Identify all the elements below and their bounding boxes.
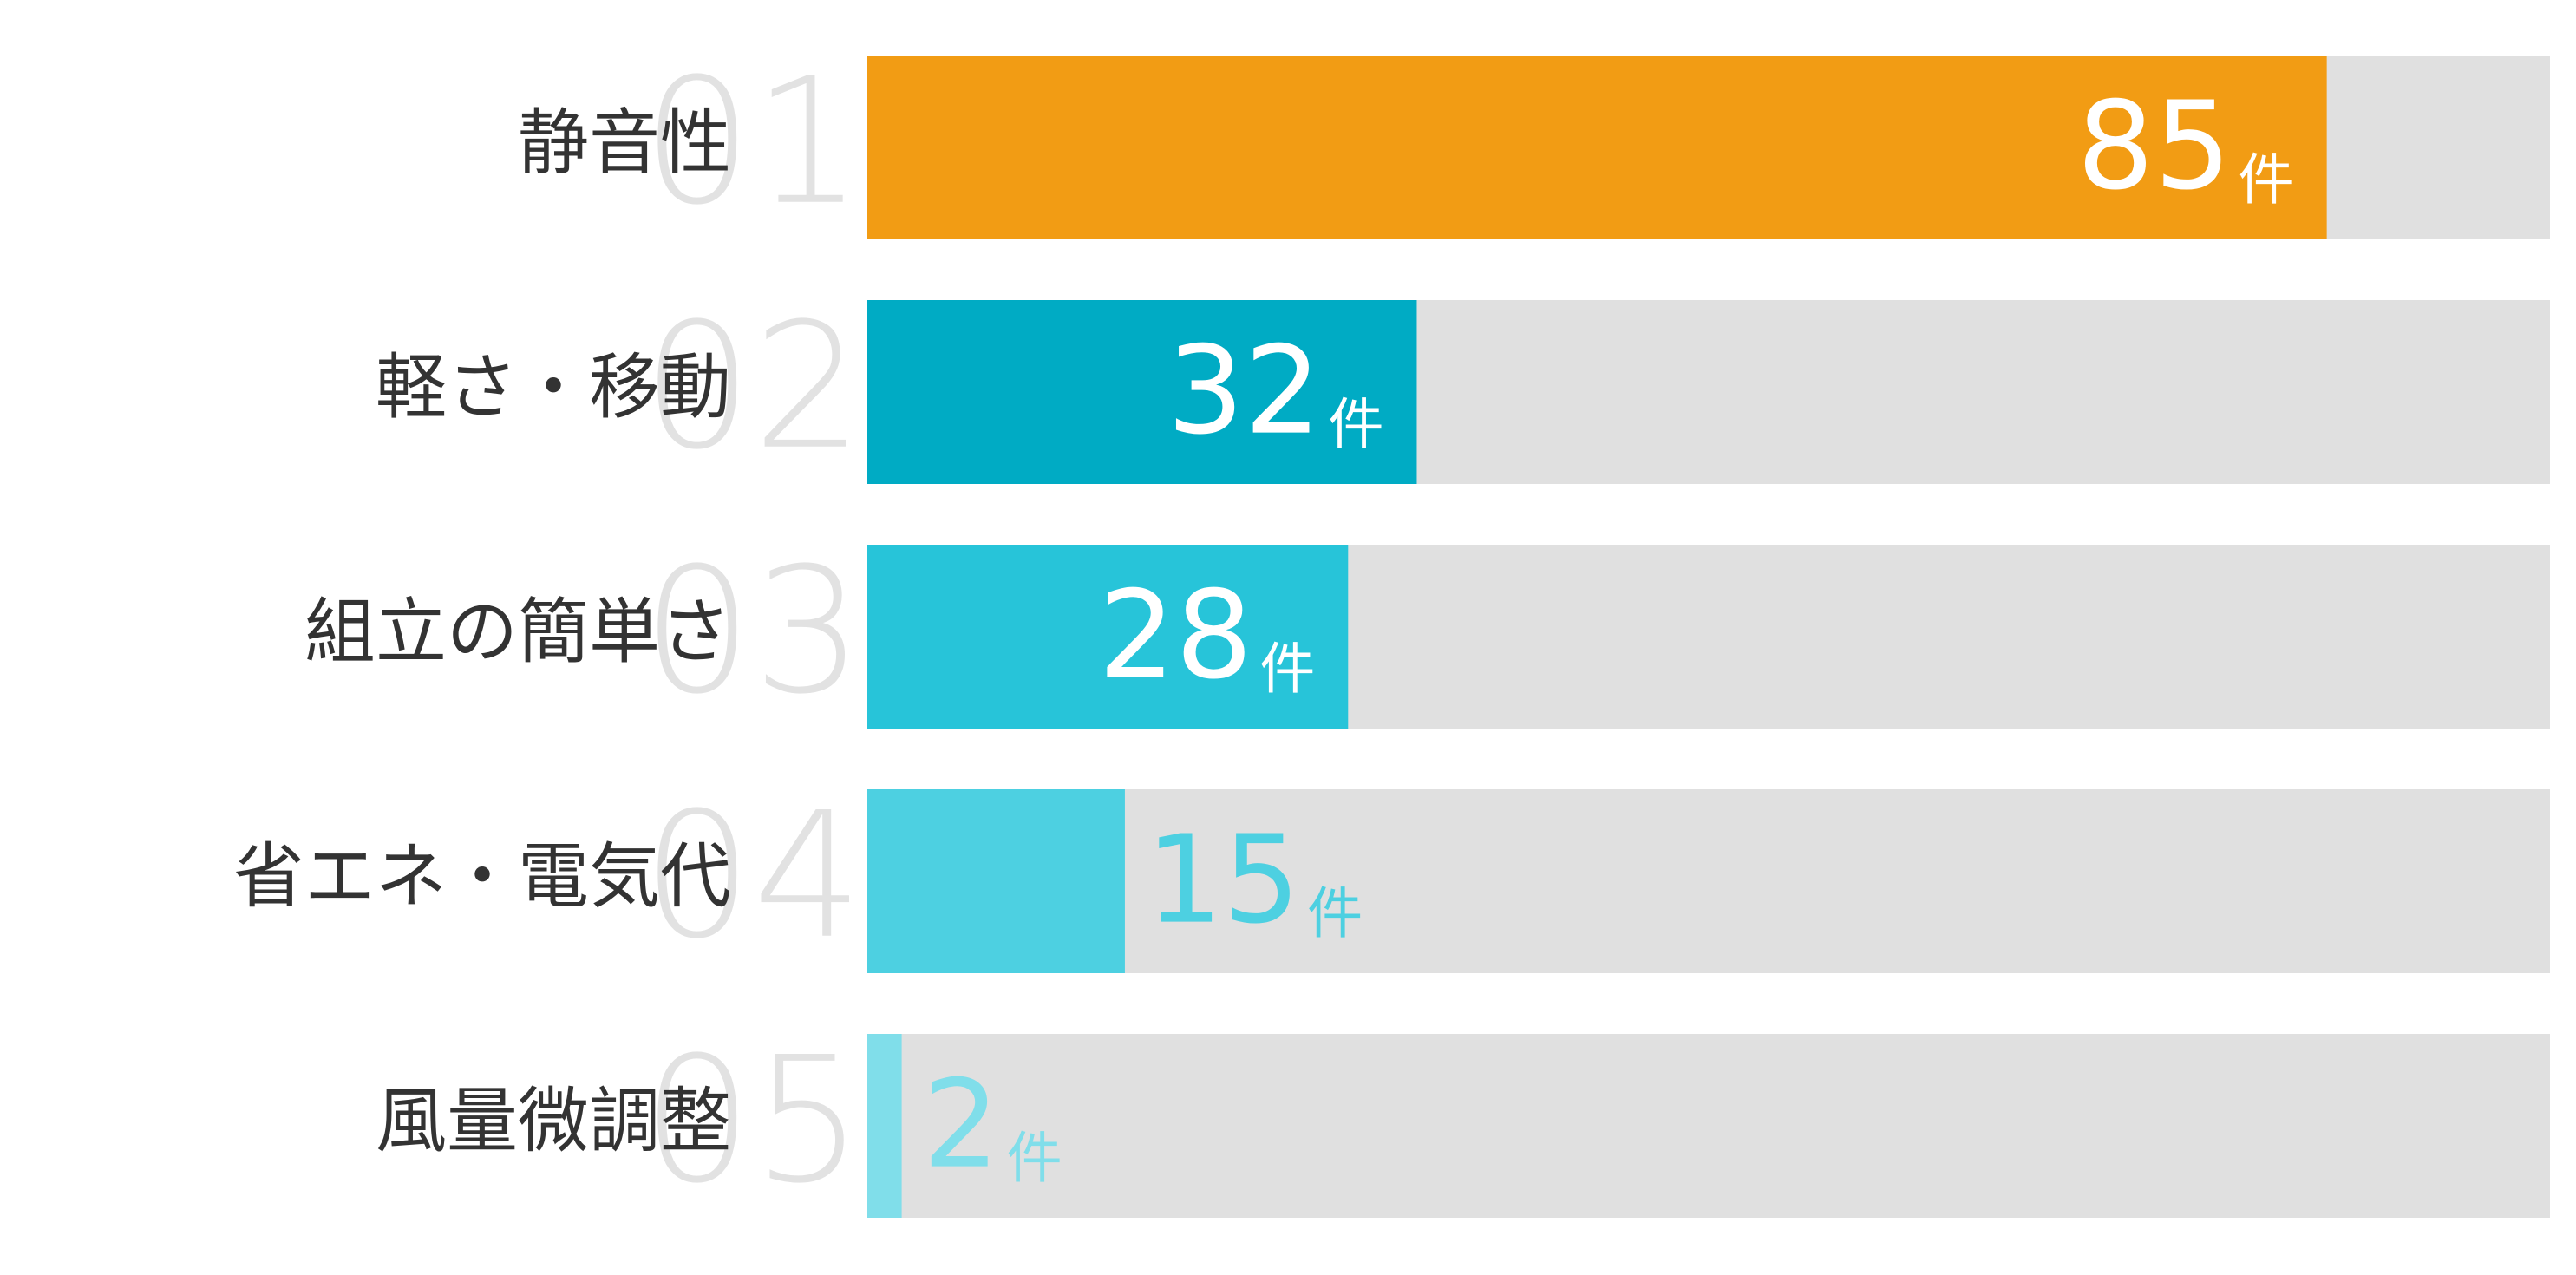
value-unit: 件 xyxy=(1328,394,1383,458)
bar xyxy=(867,545,1349,729)
bar xyxy=(867,1034,902,1218)
value-label: 32 xyxy=(1167,321,1321,462)
rank-number: 05 xyxy=(643,1020,864,1222)
bar xyxy=(867,300,1417,484)
value-label: 28 xyxy=(1098,566,1252,707)
category-label: 組立の簡単さ xyxy=(304,591,731,673)
bar-track xyxy=(867,1034,2550,1218)
category-label: 風量微調整 xyxy=(376,1080,731,1162)
value-unit: 件 xyxy=(1007,1128,1062,1192)
value-label: 85 xyxy=(2076,76,2231,218)
rank-number: 02 xyxy=(643,286,864,488)
rank-number: 03 xyxy=(643,531,864,733)
value-label: 2 xyxy=(923,1055,1000,1196)
bar xyxy=(867,789,1125,973)
value-unit: 件 xyxy=(2239,149,2294,213)
category-label: 省エネ・電気代 xyxy=(233,835,731,918)
bar-track xyxy=(867,789,2550,973)
value-label: 15 xyxy=(1146,810,1300,951)
category-label: 静音性 xyxy=(518,101,731,184)
rank-number: 04 xyxy=(643,775,864,978)
value-unit: 件 xyxy=(1307,883,1363,947)
bar xyxy=(867,56,2327,239)
category-label: 軽さ・移動 xyxy=(376,346,731,428)
value-unit: 件 xyxy=(1259,638,1315,703)
rank-number: 01 xyxy=(643,42,864,244)
